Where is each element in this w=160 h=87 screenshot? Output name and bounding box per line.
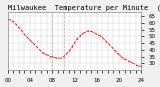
Text: Milwaukee  Temperature per Minute  (Last 24 Hours): Milwaukee Temperature per Minute (Last 2… (8, 4, 160, 11)
